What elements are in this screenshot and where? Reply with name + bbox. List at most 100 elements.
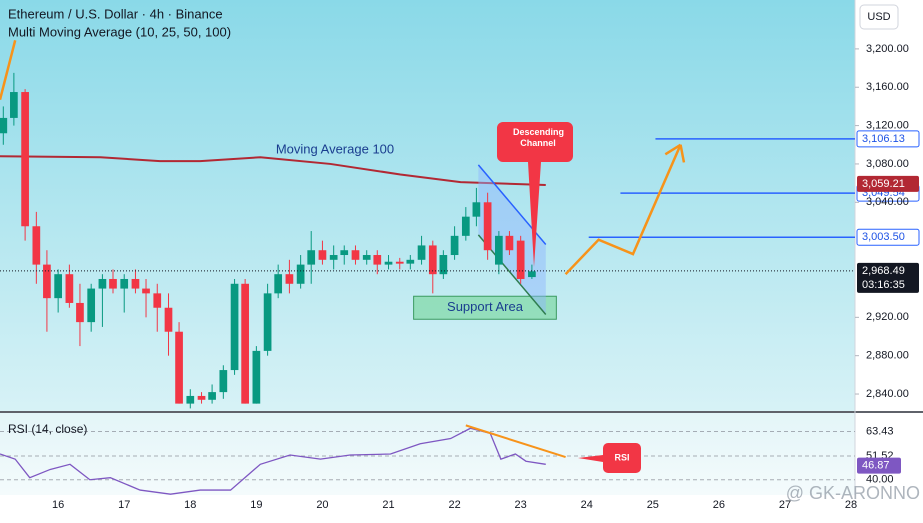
rsi-callout	[578, 443, 641, 473]
support-area	[413, 295, 557, 320]
x-tick-label: 18	[184, 499, 196, 511]
price-axis	[855, 0, 923, 518]
candle-body	[252, 350, 261, 404]
projection-arrowhead	[679, 144, 686, 163]
y-tick-label: 2,920.00	[866, 311, 909, 323]
y-tick-label: 2,880.00	[866, 350, 909, 362]
x-tick-label: 27	[779, 499, 791, 511]
x-tick-label: 28	[845, 499, 857, 511]
candle-body	[505, 235, 514, 251]
candle-body	[307, 250, 316, 265]
ma-tag	[857, 175, 919, 192]
ma-label: Moving Average 100	[276, 141, 394, 156]
rsi-title: RSI (14, close)	[8, 422, 87, 436]
countdown: 03:16:35	[862, 279, 905, 291]
chart-title: Ethereum / U.S. Dollar · 4h · Binance	[8, 6, 223, 21]
candle-body	[0, 117, 8, 134]
rsi-plot	[0, 424, 855, 495]
candle-body	[21, 92, 29, 227]
rsi-callout-text: RSI	[614, 452, 629, 462]
rsi-tick-label: 40.00	[866, 474, 894, 486]
candle-body	[340, 250, 349, 256]
main-plot	[0, 39, 855, 409]
candle-body	[219, 370, 228, 393]
y-tick-label: 3,080.00	[866, 158, 909, 170]
x-tick-label: 17	[118, 499, 130, 511]
candle-body	[120, 278, 129, 289]
y-tick-label: 3,200.00	[866, 43, 909, 55]
candle-body	[450, 235, 459, 256]
trend-line	[0, 39, 17, 101]
x-tick-label: 21	[382, 499, 394, 511]
candle-body	[241, 283, 249, 404]
rsi-last-label: 46.87	[862, 460, 890, 472]
x-tick-label: 25	[647, 499, 659, 511]
rsi-trend-line	[465, 424, 566, 459]
candle-body	[461, 216, 470, 236]
candle-body	[483, 202, 492, 251]
candle-body	[186, 395, 195, 404]
overlay: Support Area3,106.133,049.543,003.503,05…	[276, 122, 920, 314]
x-tick-label: 22	[448, 499, 460, 511]
level-label: 3,106.13	[862, 133, 905, 145]
candle-body	[417, 245, 426, 260]
rsi-line	[0, 427, 546, 495]
channel-callout-text: Descending Channel	[513, 127, 565, 148]
last-price-label: 2,968.49	[862, 265, 905, 277]
ma-last-label: 3,059.21	[862, 178, 905, 190]
candle-body	[98, 278, 107, 289]
level-label: 3,003.50	[862, 231, 905, 243]
candle-body	[208, 392, 216, 400]
candle-body	[285, 274, 294, 284]
candle-body	[142, 288, 150, 294]
candle-body	[296, 264, 305, 284]
candle-body	[32, 226, 41, 265]
last-price-tag	[857, 262, 919, 293]
candle-body	[230, 283, 239, 371]
support-label: Support Area	[447, 299, 524, 314]
candle-body	[516, 240, 525, 279]
candle-body	[318, 250, 327, 260]
watermark: @ GK-ARONNO	[786, 483, 920, 503]
candle-body	[263, 293, 272, 351]
rsi-tick-label: 63.43	[866, 425, 894, 437]
candle-body	[351, 250, 360, 260]
x-tick-label: 16	[52, 499, 64, 511]
candle-body	[65, 274, 74, 303]
candle-body	[197, 395, 206, 400]
projection	[564, 144, 682, 276]
candle-body	[528, 271, 536, 278]
candle-body	[373, 255, 382, 265]
candle-body	[164, 307, 173, 332]
level-tag	[856, 228, 920, 246]
candle-body	[131, 278, 140, 289]
y-tick-label: 2,840.00	[866, 388, 909, 400]
candle-body	[43, 264, 51, 299]
x-tick-label: 23	[515, 499, 527, 511]
currency-button[interactable]	[859, 4, 899, 30]
rsi-last-tag	[857, 457, 901, 474]
y-tick-label: 3,160.00	[866, 81, 909, 93]
channel-callout	[497, 122, 573, 267]
candle-body	[329, 255, 338, 260]
x-tick-label: 24	[581, 499, 593, 511]
x-tick-label: 20	[316, 499, 328, 511]
candle-body	[439, 255, 448, 275]
callout-text: Descending Channel	[513, 127, 565, 148]
level-tag	[856, 130, 920, 148]
candle-body	[109, 278, 117, 289]
rsi-background	[0, 413, 855, 495]
x-tick-label: 26	[713, 499, 725, 511]
candle-body	[384, 261, 393, 265]
indicator-name: Multi Moving Average (10, 25, 50, 100)	[8, 24, 231, 39]
candle-body	[175, 331, 183, 404]
y-tick-label: 3,120.00	[866, 119, 909, 131]
candle-body	[87, 288, 96, 323]
candle-body	[495, 235, 503, 265]
x-tick-label: 19	[250, 499, 262, 511]
candle-body	[274, 274, 283, 294]
candle-body	[472, 202, 481, 217]
candle-body	[362, 255, 371, 260]
candle-body	[395, 261, 404, 264]
candle-body	[153, 293, 162, 308]
